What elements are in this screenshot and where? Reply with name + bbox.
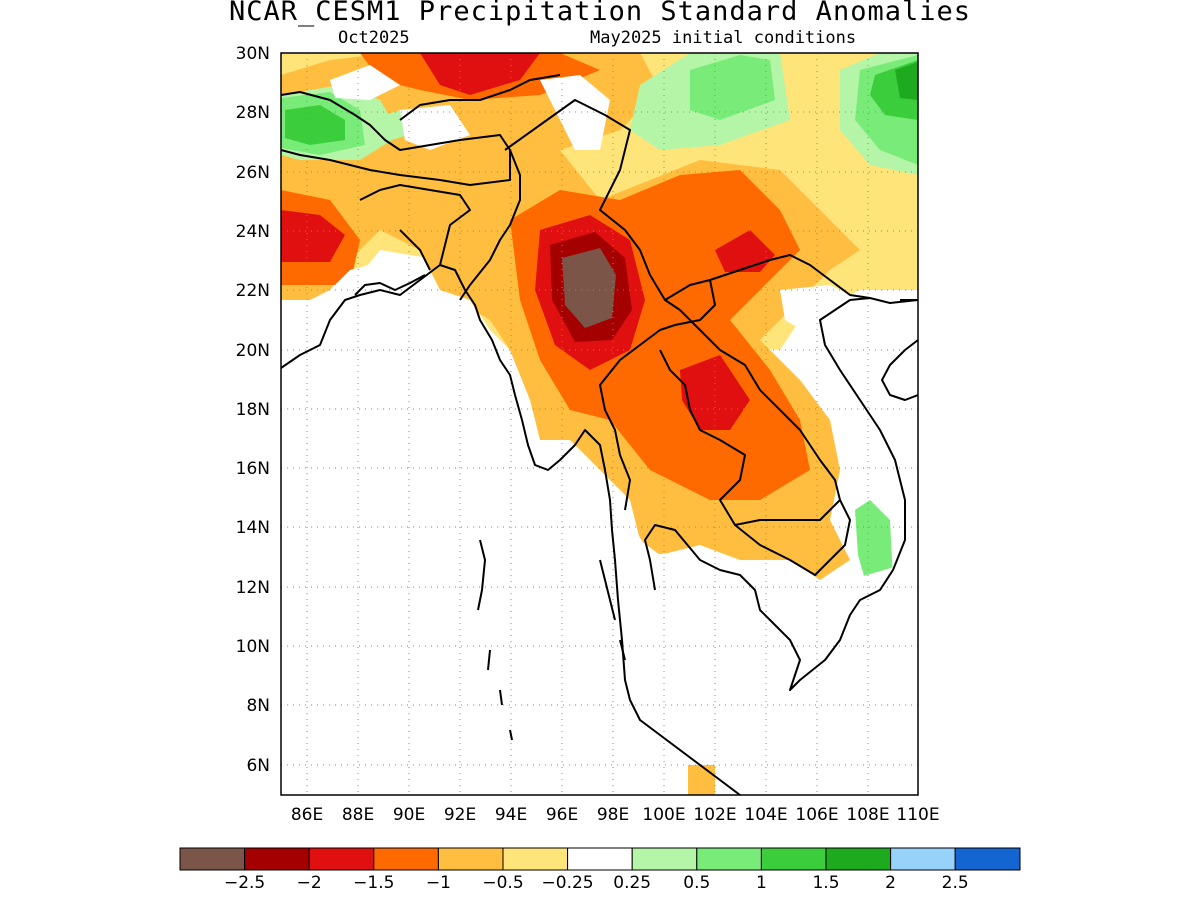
lat-tick-14N: 14N bbox=[236, 518, 270, 538]
colorbar-label-2: −1.5 bbox=[353, 873, 394, 893]
islands-mergui bbox=[599, 559, 626, 661]
colorbar-swatch-12 bbox=[954, 847, 1021, 871]
colorbar-swatch-7 bbox=[631, 847, 698, 871]
colorbar-label-10: 2 bbox=[885, 873, 896, 893]
lon-tick-108E: 108E bbox=[846, 805, 889, 825]
initial-conditions: May2025 initial conditions bbox=[590, 28, 857, 48]
colorbar-swatch-9 bbox=[760, 847, 827, 871]
lat-tick-26N: 26N bbox=[236, 163, 270, 183]
lon-tick-86E: 86E bbox=[291, 805, 323, 825]
map-frame bbox=[280, 52, 919, 796]
neutral-patch-vietnam bbox=[780, 285, 860, 335]
lon-tick-110E: 110E bbox=[896, 805, 939, 825]
border-nepal-bhutan bbox=[281, 91, 511, 186]
border-laos bbox=[659, 299, 841, 526]
wet-darkest-east bbox=[895, 62, 918, 100]
colorbar-swatch-1 bbox=[244, 847, 310, 871]
border-india-myanmar bbox=[459, 149, 521, 301]
lat-tick-12N: 12N bbox=[236, 578, 270, 598]
lon-tick-104E: 104E bbox=[744, 805, 787, 825]
colorbar-label-7: 0.5 bbox=[683, 873, 710, 893]
forecast-month: Oct2025 bbox=[338, 28, 410, 48]
lon-tick-90E: 90E bbox=[393, 805, 425, 825]
colorbar-label-8: 1 bbox=[756, 873, 767, 893]
band-red-top bbox=[420, 53, 540, 95]
neutral-patch-north bbox=[330, 65, 400, 100]
band-core-myanmar bbox=[562, 248, 616, 328]
lat-tick-16N: 16N bbox=[236, 459, 270, 479]
border-china-vietnam bbox=[709, 254, 871, 299]
lon-tick-106E: 106E bbox=[795, 805, 838, 825]
colorbar-label-5: −0.25 bbox=[542, 873, 594, 893]
lat-tick-20N: 20N bbox=[236, 341, 270, 361]
lat-tick-22N: 22N bbox=[236, 281, 270, 301]
lat-tick-10N: 10N bbox=[236, 637, 270, 657]
border-cambodia bbox=[734, 499, 851, 576]
lat-tick-30N: 30N bbox=[236, 44, 270, 64]
lon-tick-94E: 94E bbox=[495, 805, 527, 825]
colorbar-swatch-0 bbox=[179, 847, 246, 871]
wet-green-china bbox=[690, 55, 775, 120]
colorbar-swatch-3 bbox=[373, 847, 439, 871]
coastlines-borders bbox=[281, 74, 918, 795]
colorbar-swatch-4 bbox=[437, 847, 504, 871]
lon-tick-96E: 96E bbox=[546, 805, 578, 825]
bay-delta-coast bbox=[354, 274, 426, 296]
dry-patch-south bbox=[688, 765, 715, 795]
colorbar-swatch-2 bbox=[308, 847, 375, 871]
neutral-patch-tibet bbox=[400, 105, 470, 150]
border-bangladesh bbox=[359, 184, 471, 271]
colorbar: −2.5 −2 −1.5 −1 −0.5 −0.25 0.25 0.5 1 1.… bbox=[179, 847, 1021, 893]
lon-tick-88E: 88E bbox=[342, 805, 374, 825]
lat-tick-6N: 6N bbox=[246, 756, 270, 776]
border-tibet bbox=[399, 74, 561, 121]
colorbar-swatch-8 bbox=[696, 847, 762, 871]
neutral-bay bbox=[281, 262, 918, 795]
lon-tick-102E: 102E bbox=[693, 805, 736, 825]
wet-vietnam bbox=[855, 500, 893, 590]
colorbar-label-3: −1 bbox=[426, 873, 451, 893]
lat-tick-24N: 24N bbox=[236, 222, 270, 242]
wet-dark-nepal bbox=[285, 105, 345, 145]
lat-tick-28N: 28N bbox=[236, 103, 270, 123]
lon-tick-100E: 100E bbox=[642, 805, 685, 825]
colorbar-label-6: 0.25 bbox=[613, 873, 651, 893]
colorbar-swatch-11 bbox=[890, 847, 956, 871]
band-red-china bbox=[715, 230, 775, 272]
lat-tick-8N: 8N bbox=[246, 696, 270, 716]
anomaly-field bbox=[281, 53, 918, 795]
coastline-vietnam-north bbox=[881, 339, 918, 401]
lon-tick-98E: 98E bbox=[597, 805, 629, 825]
coastline-thailand-gulf bbox=[644, 297, 918, 691]
colorbar-label-1: −2 bbox=[297, 873, 322, 893]
colorbar-swatch-6 bbox=[567, 847, 633, 871]
lat-tick-18N: 18N bbox=[236, 400, 270, 420]
lat-tick-labels: 30N 28N 26N 24N 22N 20N 18N 16N 14N 12N … bbox=[236, 44, 270, 776]
neutral-gulf-tonkin bbox=[860, 290, 918, 360]
lon-tick-92E: 92E bbox=[444, 805, 476, 825]
band-red-west bbox=[281, 210, 345, 262]
colorbar-label-0: −2.5 bbox=[224, 873, 265, 893]
colorbar-swatch-5 bbox=[502, 847, 569, 871]
islands-andaman bbox=[477, 539, 513, 741]
colorbar-label-9: 1.5 bbox=[812, 873, 839, 893]
lon-tick-labels: 86E 88E 90E 92E 94E 96E 98E 100E 102E 10… bbox=[291, 805, 940, 825]
colorbar-swatch-10 bbox=[825, 847, 892, 871]
coastline-india-bangladesh-myanmar bbox=[281, 264, 741, 795]
band-red-laos bbox=[680, 355, 750, 430]
map-title: NCAR_CESM1 Precipitation Standard Anomal… bbox=[229, 0, 971, 27]
colorbar-label-4: −0.5 bbox=[482, 873, 523, 893]
colorbar-label-11: 2.5 bbox=[942, 873, 969, 893]
